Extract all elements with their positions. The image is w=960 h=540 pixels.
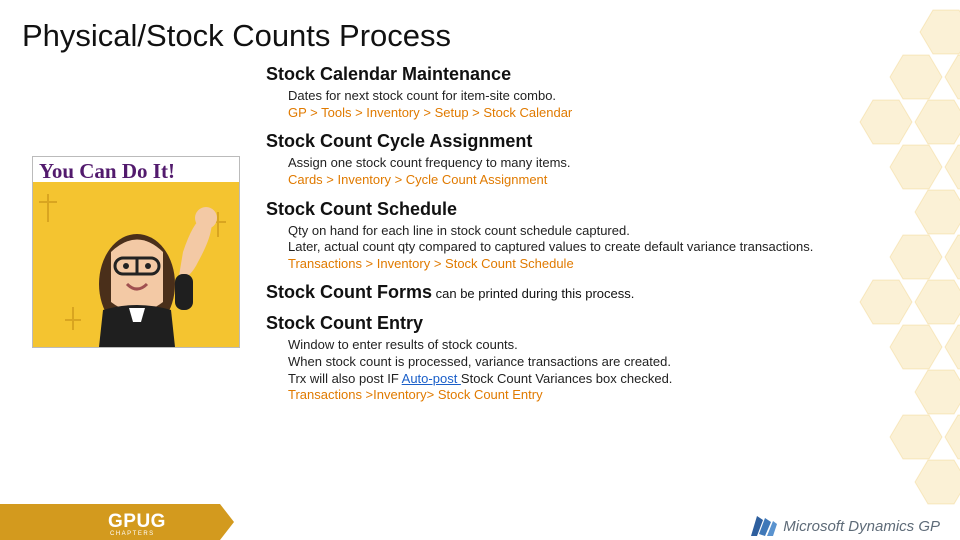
section-heading: Stock Count Schedule (266, 199, 936, 220)
dynamics-logo: Microsoft Dynamics GP (751, 516, 940, 536)
section-text: When stock count is processed, variance … (288, 354, 936, 371)
inline-note: can be printed during this process. (432, 286, 634, 301)
text-fragment: Stock Count Variances box checked. (461, 371, 673, 386)
nav-path: Transactions >Inventory> Stock Count Ent… (288, 387, 936, 404)
avatar-banner-text: You Can Do It! (33, 157, 239, 182)
dynamics-text: Microsoft Dynamics GP (783, 518, 940, 535)
section-cycle-assignment: Stock Count Cycle Assignment Assign one … (266, 131, 936, 188)
section-heading: Stock Count Entry (266, 313, 936, 334)
section-heading: Stock Count Cycle Assignment (266, 131, 936, 152)
footer: GPUG CHAPTERS Microsoft Dynamics GP (0, 512, 960, 540)
section-count-forms: Stock Count Forms can be printed during … (266, 282, 936, 303)
nav-path: GP > Tools > Inventory > Setup > Stock C… (288, 105, 936, 122)
nav-path: Cards > Inventory > Cycle Count Assignme… (288, 172, 936, 189)
gpug-badge: GPUG CHAPTERS (0, 504, 220, 540)
section-count-entry: Stock Count Entry Window to enter result… (266, 313, 936, 404)
section-stock-calendar: Stock Calendar Maintenance Dates for nex… (266, 64, 936, 121)
nav-path: Transactions > Inventory > Stock Count S… (288, 256, 936, 273)
gpug-subtext: CHAPTERS (0, 531, 220, 537)
gpug-logo-text: GPUG (0, 504, 220, 533)
avatar-card: You Can Do It! (32, 156, 240, 348)
section-text: Dates for next stock count for item-site… (288, 88, 936, 105)
section-text: Window to enter results of stock counts. (288, 337, 936, 354)
section-text: Qty on hand for each line in stock count… (288, 223, 936, 240)
section-heading: Stock Count Forms can be printed during … (266, 282, 936, 303)
section-heading: Stock Calendar Maintenance (266, 64, 936, 85)
dynamics-flag-icon (751, 516, 777, 536)
text-fragment: Trx will also post IF (288, 371, 402, 386)
section-text: Trx will also post IF Auto-post Stock Co… (288, 371, 936, 388)
slide-title: Physical/Stock Counts Process (0, 0, 960, 54)
section-count-schedule: Stock Count Schedule Qty on hand for eac… (266, 199, 936, 273)
heading-text: Stock Count Forms (266, 282, 432, 302)
section-text: Assign one stock count frequency to many… (288, 155, 936, 172)
autopost-link[interactable]: Auto-post (402, 371, 461, 386)
section-text: Later, actual count qty compared to capt… (288, 239, 936, 256)
avatar-illustration (33, 182, 239, 347)
